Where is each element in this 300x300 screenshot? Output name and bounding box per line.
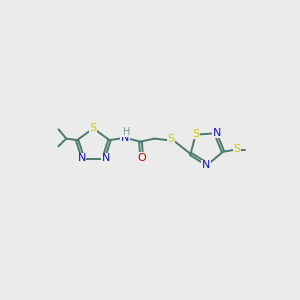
Text: S: S [90, 123, 97, 133]
Text: N: N [101, 153, 110, 163]
Text: N: N [121, 133, 129, 143]
Text: S: S [233, 144, 241, 154]
Text: H: H [123, 127, 130, 136]
Text: S: S [167, 134, 174, 144]
Text: N: N [213, 128, 221, 137]
Text: S: S [192, 129, 199, 139]
Text: O: O [137, 153, 146, 163]
Text: N: N [202, 160, 210, 170]
Text: N: N [77, 153, 86, 163]
